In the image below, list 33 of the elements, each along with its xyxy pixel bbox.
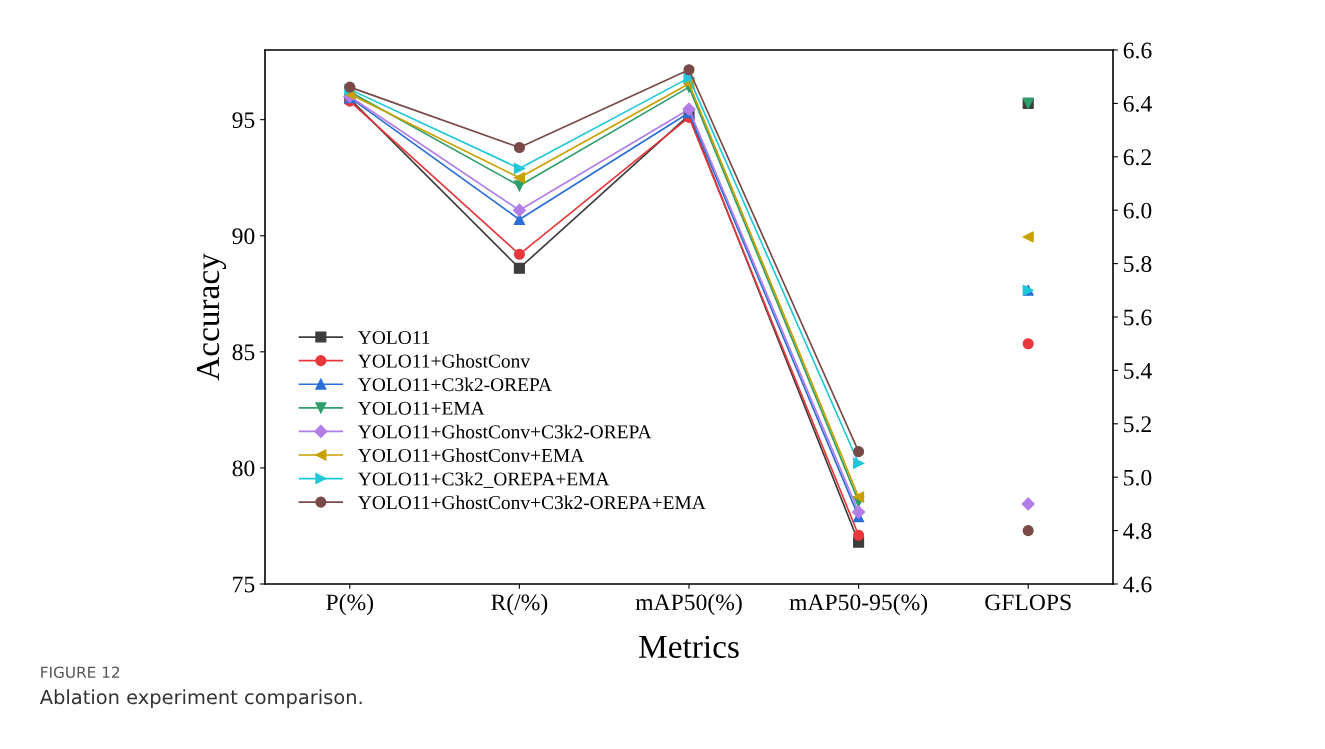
y2-tick-label: 4.8 — [1123, 523, 1152, 540]
legend-label: YOLO11+C3k2-OREPA — [358, 377, 552, 392]
y2-tick-label: 6.4 — [1123, 95, 1152, 112]
legend-label: YOLO11+EMA — [358, 401, 485, 415]
text: Ablation experiment comparison. — [39, 689, 362, 709]
y-axis-title: Accuracy — [196, 253, 227, 381]
caption: FIGURE 12 — [41, 666, 120, 679]
y2-tick-label: 6.2 — [1123, 149, 1151, 166]
legend-label: YOLO11+GhostConv — [358, 353, 531, 368]
y2-tick-label: 6.0 — [1123, 202, 1152, 219]
y-tick-label: 95 — [232, 112, 255, 129]
x-tick-label: P(%) — [326, 593, 374, 616]
x-tick-label: mAP50(%) — [635, 593, 742, 616]
legend-label: YOLO11+GhostConv+EMA — [358, 448, 585, 462]
y-tick-label: 90 — [232, 228, 255, 245]
x-tick-label: GFLOPS — [985, 594, 1071, 611]
x-tick-label: R(/%) — [491, 593, 548, 616]
legend-label: YOLO11 — [358, 330, 430, 345]
y2-tick-label: 5.2 — [1124, 416, 1151, 433]
x-tick-label: mAP50-95(%) — [789, 593, 928, 616]
y2-tick-label: 5.8 — [1124, 256, 1152, 273]
y2-tick-label: 5.4 — [1124, 363, 1152, 379]
y2-tick-label: 5.0 — [1124, 469, 1152, 486]
legend-label: YOLO11+GhostConv+C3k2-OREPA — [358, 424, 652, 439]
y2-tick-label: 4.6 — [1123, 576, 1152, 593]
y2-tick-label: 6.6 — [1123, 42, 1152, 59]
y-tick-label: 75 — [233, 576, 255, 593]
y-tick-label: 85 — [232, 344, 255, 361]
y-tick-label: 80 — [232, 460, 255, 477]
y2-tick-label: 5.6 — [1124, 309, 1152, 326]
legend-label: YOLO11+GhostConv+C3k2-OREPA+EMA — [358, 495, 706, 510]
x-axis-title: Metrics — [639, 635, 739, 659]
legend-label: YOLO11+C3k2_OREPA+EMA — [358, 471, 610, 488]
